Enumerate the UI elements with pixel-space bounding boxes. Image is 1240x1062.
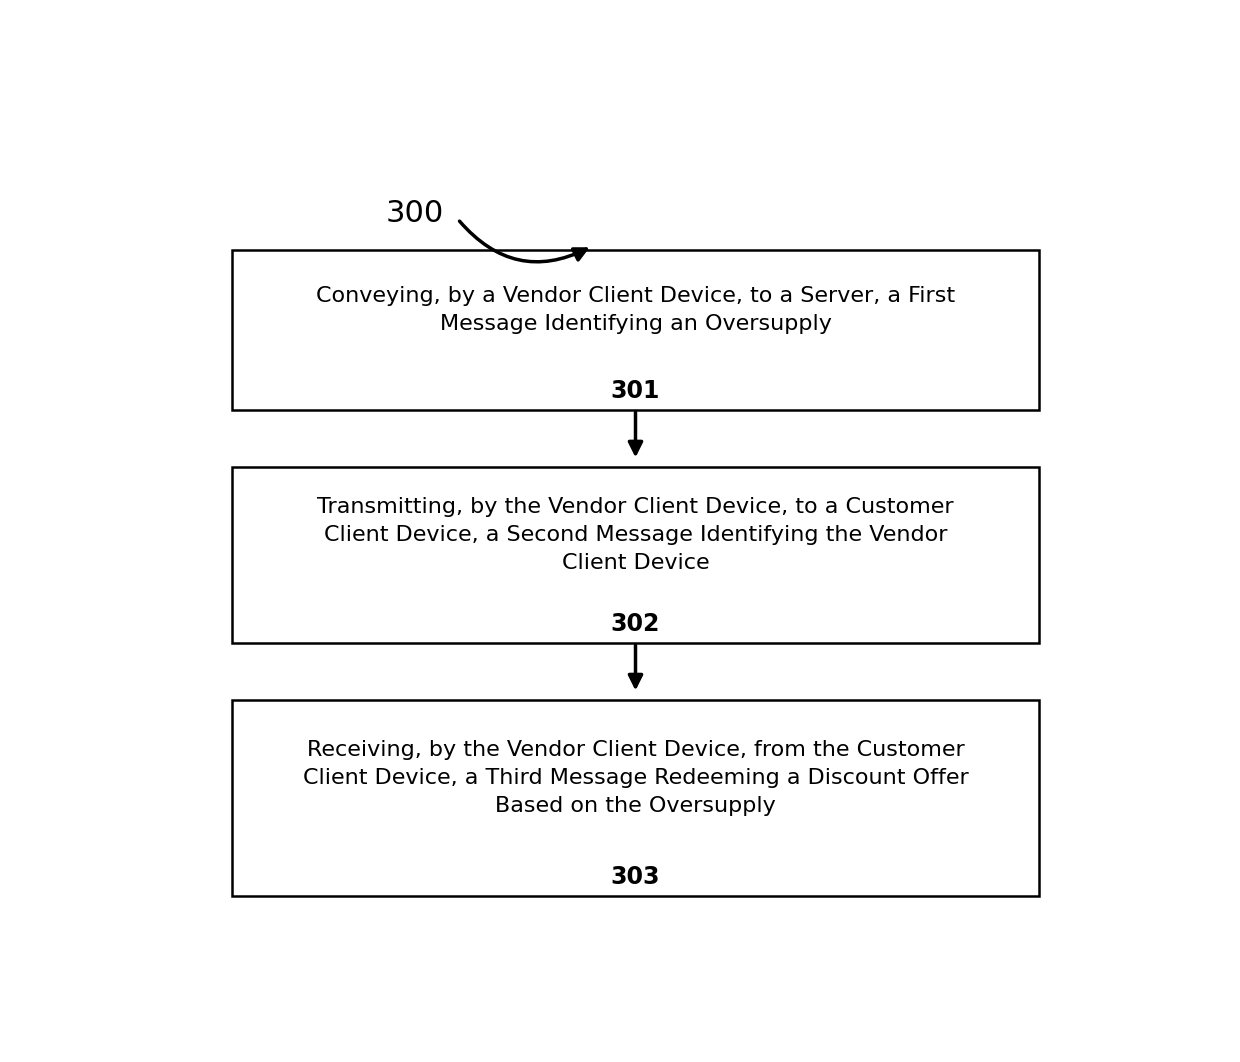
Bar [232,467,1039,643]
Bar [232,700,1039,896]
Text: Conveying, by a Vendor Client Device, to a Server, a First
Message Identifying a: Conveying, by a Vendor Client Device, to… [316,286,955,335]
Text: 302: 302 [611,612,660,636]
Text: 303: 303 [611,866,660,890]
Bar [232,250,1039,410]
Text: 300: 300 [386,199,444,228]
FancyArrowPatch shape [630,412,641,453]
Text: Transmitting, by the Vendor Client Device, to a Customer
Client Device, a Second: Transmitting, by the Vendor Client Devic… [317,497,954,573]
FancyArrowPatch shape [460,221,587,262]
Text: 301: 301 [611,379,660,402]
FancyArrowPatch shape [630,646,641,687]
Text: Receiving, by the Vendor Client Device, from the Customer
Client Device, a Third: Receiving, by the Vendor Client Device, … [303,740,968,817]
